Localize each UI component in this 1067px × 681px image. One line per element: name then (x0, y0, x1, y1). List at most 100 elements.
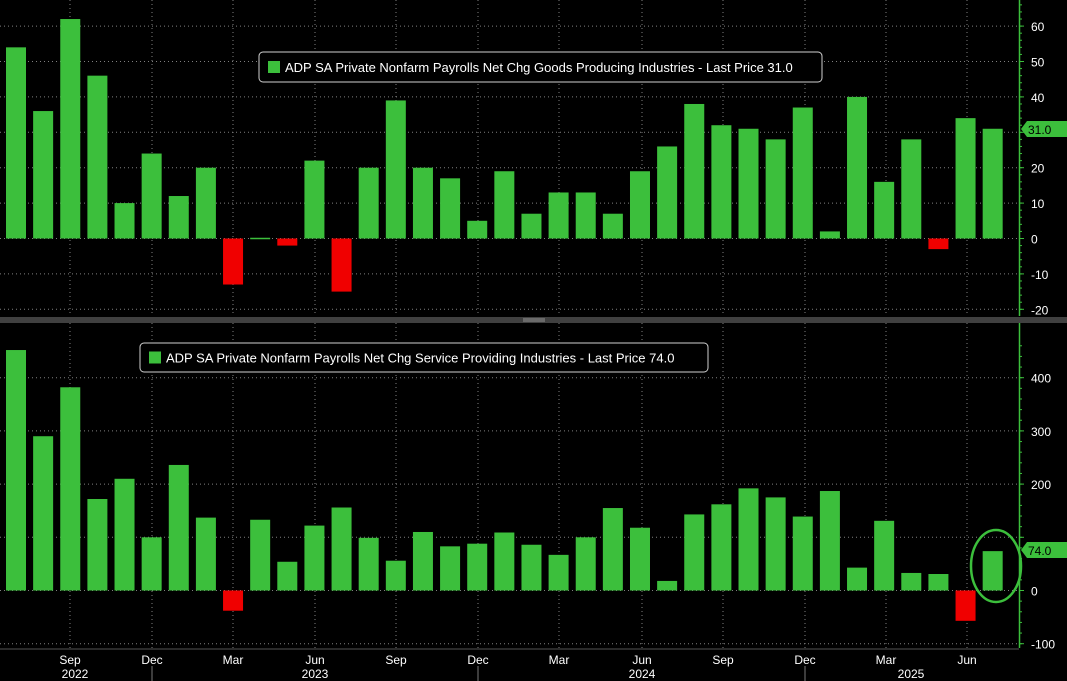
bar (304, 525, 325, 591)
bar (847, 567, 868, 591)
bar (6, 47, 26, 239)
x-tick-label-year: 2024 (629, 667, 656, 681)
y-tick-label: 200 (1031, 478, 1051, 492)
last-value-tag (1021, 542, 1067, 558)
x-tick-label-month: Sep (59, 653, 81, 667)
bar (521, 213, 542, 239)
y-tick-label: -100 (1031, 638, 1055, 652)
bar (467, 220, 488, 239)
bar (6, 350, 26, 591)
bar (874, 181, 895, 239)
bar (385, 560, 406, 591)
bar (602, 508, 623, 591)
bar (901, 139, 922, 239)
bar (440, 546, 461, 591)
x-tick-label-month: Dec (794, 653, 815, 667)
bar (304, 160, 325, 239)
y-tick-label: 0 (1031, 585, 1038, 599)
bar (358, 537, 379, 591)
bar (738, 128, 759, 239)
bar (60, 387, 81, 591)
bar (657, 580, 678, 591)
bar (548, 554, 569, 591)
bar (494, 532, 515, 591)
bar (195, 167, 216, 239)
bar (331, 507, 352, 591)
bar (87, 498, 108, 591)
x-tick-label-month: Sep (385, 653, 407, 667)
bar (223, 238, 244, 285)
bar (955, 118, 976, 239)
legend-swatch (149, 351, 161, 364)
bar (629, 171, 650, 239)
bar (982, 128, 1003, 239)
bar (114, 478, 135, 591)
last-value-highlight-circle (969, 528, 1023, 604)
bar (195, 517, 216, 591)
bar (548, 192, 569, 239)
bar (684, 514, 705, 591)
bar (385, 100, 406, 239)
bar (277, 238, 298, 246)
x-axis: Sep Dec Mar Jun Sep Dec Mar Jun Sep Dec Mar Jun 2022… (0, 648, 1067, 681)
y-tick-label: 20 (1031, 162, 1045, 176)
last-value-label: 74.0 (1028, 544, 1052, 558)
services-panel: -100 0 200 300 400 ADP SA Private Nonfarm Pay… (0, 323, 1067, 652)
bar (657, 146, 678, 239)
y-tick-label: 300 (1031, 425, 1051, 439)
last-value-tag (1021, 121, 1067, 137)
last-value-label: 31.0 (1028, 123, 1052, 137)
y-tick-label: 40 (1031, 91, 1045, 105)
y-tick-label: 400 (1031, 372, 1051, 386)
bar (494, 171, 515, 239)
bar (819, 491, 840, 591)
bar (277, 561, 298, 591)
bar (928, 574, 949, 591)
legend-swatch (268, 61, 280, 73)
bar (412, 167, 433, 239)
bar (412, 531, 433, 591)
x-axis-band (0, 650, 1067, 681)
y-tick-label: 60 (1031, 20, 1045, 34)
bar (575, 537, 596, 591)
bar (629, 527, 650, 591)
goods-panel: -20 -10 0 10 20 40 50 60 ADP SA Private Nonfarm … (0, 0, 1067, 317)
x-tick-label-year: 2023 (302, 667, 329, 681)
bar (819, 231, 840, 239)
bar (901, 572, 922, 591)
bar (955, 590, 976, 621)
bar (738, 488, 759, 591)
bar (60, 19, 81, 239)
bar (982, 551, 1003, 591)
bar (168, 196, 189, 239)
x-tick-label-month: Dec (141, 653, 162, 667)
y-tick-label: 0 (1031, 233, 1038, 247)
bar (521, 544, 542, 591)
y-tick-label: 50 (1031, 56, 1045, 70)
bar (358, 167, 379, 239)
bar (792, 107, 813, 239)
bar (250, 519, 271, 591)
legend-box (139, 342, 709, 373)
bar (765, 497, 786, 591)
bar (847, 96, 868, 239)
x-tick-label-month: Dec (467, 653, 488, 667)
bar (711, 504, 732, 591)
bar (684, 103, 705, 239)
bar (87, 75, 108, 239)
bar (792, 516, 813, 591)
panel-divider-grip[interactable] (523, 318, 545, 322)
bar (602, 213, 623, 239)
x-tick-label-month: Mar (876, 653, 897, 667)
x-tick-label-month: Sep (712, 653, 734, 667)
x-tick-label-year: 2025 (898, 667, 925, 681)
bar (33, 111, 54, 239)
x-tick-label-month: Jun (957, 653, 976, 667)
legend-box (258, 51, 823, 83)
bar (874, 520, 895, 591)
legend-label: ADP SA Private Nonfarm Payrolls Net Chg … (285, 60, 793, 75)
legend-label: ADP SA Private Nonfarm Payrolls Net Chg … (166, 351, 674, 366)
x-tick-label-month: Jun (305, 653, 324, 667)
y-tick-label: -20 (1031, 303, 1049, 317)
bar (168, 464, 189, 591)
